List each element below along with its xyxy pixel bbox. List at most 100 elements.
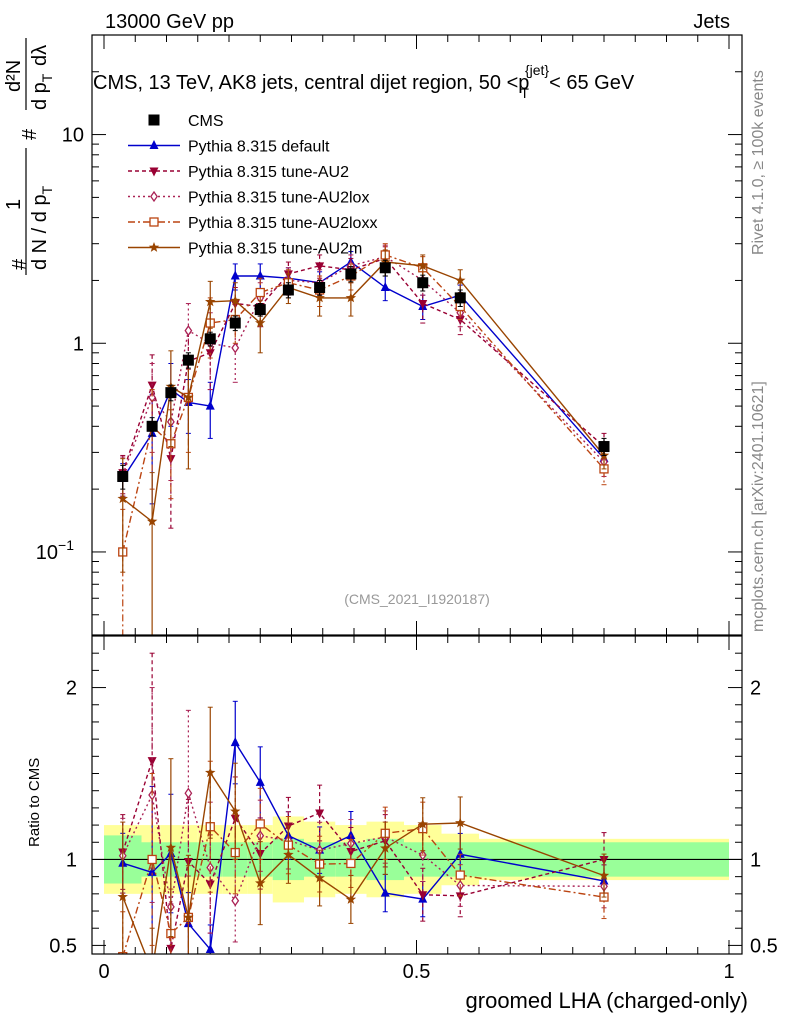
ratio-point-pythia-8-315-tune-au2loxx-1 [147,854,157,865]
ratio-y-tick-label-right-1: 1 [750,849,761,871]
legend-marker-pythia-8-315-default [149,140,159,149]
axes-group: 10−1 1 10 0.5 0.5 1 1 2 2 0 0.5 1 [36,34,778,983]
ylabel-d2N: d²N [3,60,25,92]
point-pythia-8-315-default-4 [205,400,215,410]
legend-entry-pythia-8-315-tune-au2loxx: Pythia 8.315 tune-AU2loxx [128,215,377,232]
ratio-point-pythia-8-315-tune-au2m-13 [598,870,610,880]
header-right: Jets [693,11,730,33]
point-pythia-8-315-tune-au2loxx-6 [255,287,265,298]
point-cms-9 [345,268,357,280]
ratio-point-pythia-8-315-default-12 [455,848,465,858]
ratio-point-pythia-8-315-tune-au2loxx-9 [346,858,356,869]
ratio-point-pythia-8-315-default-6 [255,776,265,786]
ratio-y-tick-label-left-1: 1 [66,849,77,871]
legend-label-cms: CMS [188,113,224,130]
point-cms-7 [282,284,294,296]
ratio-line-pythia-8-315-tune-au2 [122,760,605,949]
point-pythia-8-315-tune-au2m-3 [183,391,194,402]
point-pythia-8-315-tune-au2m-5 [230,295,241,306]
ratio-point-pythia-8-315-tune-au2-8 [315,809,325,819]
x-tick-label-2: 1 [723,961,734,983]
y-axis-label: # 1 d N / d pT # d²N d pT dλ [3,38,55,275]
ratio-y-tick-label-left-0: 0.5 [49,935,77,957]
y-tick-label-2: 10 [62,125,84,147]
legend: CMS Pythia 8.315 default Pythia 8.315 tune… [128,113,377,258]
ratio-y-tick-label-right-2: 2 [750,678,761,700]
x-tick-label-0: 0 [98,961,109,983]
ratio-point-pythia-8-315-tune-au2-9 [346,847,356,857]
ratio-y-tick-label-right-0: 0.5 [750,935,778,957]
ratio-line-pythia-8-315-default [122,740,605,952]
ylabel-dpT: d pT [29,73,55,110]
point-pythia-8-315-default-5 [230,270,240,280]
point-cms-1 [146,420,158,432]
ratio-point-pythia-8-315-default-4 [205,943,215,953]
analysis-id: (CMS_2021_I1920187) [344,591,490,607]
ylabel-dlambda: dλ [29,45,51,66]
ratio-point-pythia-8-315-tune-au2m-9 [345,893,357,904]
point-pythia-8-315-tune-au2m-6 [255,317,266,328]
legend-entry-cms: CMS [148,113,224,130]
ratio-point-pythia-8-315-default-10 [380,887,390,897]
legend-marker-pythia-8-315-tune-au2 [149,167,159,177]
legend-entry-pythia-8-315-tune-au2: Pythia 8.315 tune-AU2 [128,164,349,181]
ratio-point-pythia-8-315-tune-au2m-2 [165,842,177,853]
point-pythia-8-315-tune-au2lox-1 [148,391,157,404]
ratio-point-pythia-8-315-default-5 [230,737,240,747]
line-pythia-8-315-tune-au2lox [122,255,605,475]
point-cms-8 [314,282,326,294]
y-tick-label-0: 10−1 [36,537,74,564]
point-cms-10 [379,262,391,274]
ratio-point-pythia-8-315-tune-au2lox-3 [184,787,193,799]
main-series-group [117,243,610,635]
ylabel-one: 1 [3,199,25,210]
point-cms-13 [598,441,610,453]
point-pythia-8-315-default-6 [255,270,265,280]
legend-label-pythia-8-315-tune-au2m: Pythia 8.315 tune-AU2m [188,241,362,258]
ratio-point-pythia-8-315-tune-au2m-1 [147,966,158,976]
legend-label-pythia-8-315-default: Pythia 8.315 default [188,139,330,156]
side-mcplots: mcplots.cern.ch [arXiv:2401.10621] [750,381,767,632]
ratio-y-axis-label: Ratio to CMS [26,758,43,847]
ratio-point-pythia-8-315-tune-au2m-6 [255,877,266,888]
point-cms-4 [204,333,216,345]
ratio-line-pythia-8-315-tune-au2m [122,770,605,954]
point-pythia-8-315-tune-au2m-9 [345,292,357,303]
ratio-point-pythia-8-315-tune-au2loxx-12 [455,870,465,880]
ylabel-hash2: # [19,128,41,140]
point-pythia-8-315-tune-au2m-8 [314,292,325,303]
y-tick-label-1: 1 [73,333,84,355]
series-cms [117,259,610,490]
point-pythia-8-315-tune-au2-1 [147,381,157,391]
legend-entry-pythia-8-315-tune-au2m: Pythia 8.315 tune-AU2m [128,241,362,258]
side-rivet: Rivet 4.1.0, ≥ 100k events [750,70,767,255]
point-pythia-8-315-default-10 [380,282,390,292]
point-cms-5 [229,317,241,329]
ratio-point-pythia-8-315-tune-au2loxx-6 [255,819,265,829]
ylabel-dN: d N / d pT [29,185,55,270]
series-pythia-8-315-tune-au2loxx [118,243,609,635]
ratio-point-pythia-8-315-tune-au2-11 [418,891,428,901]
legend-marker-pythia-8-315-tune-au2lox [150,190,158,203]
point-pythia-8-315-tune-au2m-4 [205,296,216,307]
legend-label-pythia-8-315-tune-au2lox: Pythia 8.315 tune-AU2lox [188,190,369,207]
ratio-point-pythia-8-315-tune-au2m-10 [380,842,391,853]
ratio-point-pythia-8-315-tune-au2m-3 [183,911,194,922]
ratio-point-pythia-8-315-tune-au2m-12 [455,817,466,828]
ylabel-hash: # [9,258,31,270]
legend-marker-cms [148,114,160,126]
point-pythia-8-315-tune-au2lox-5 [231,342,240,354]
point-pythia-8-315-tune-au2-12 [455,315,465,325]
ratio-point-pythia-8-315-tune-au2m-8 [314,872,325,883]
ratio-point-pythia-8-315-default-9 [346,829,356,839]
ratio-series-group [117,652,610,976]
ratio-point-pythia-8-315-tune-au2m-0 [117,891,128,902]
legend-label-pythia-8-315-tune-au2: Pythia 8.315 tune-AU2 [188,164,349,181]
ratio-point-pythia-8-315-default-1 [147,866,157,876]
ratio-point-pythia-8-315-tune-au2m-4 [205,767,216,778]
x-tick-label-1: 0.5 [403,961,431,983]
ratio-point-pythia-8-315-tune-au2m-11 [417,818,428,829]
x-axis-label: groomed LHA (charged-only) [466,988,748,1013]
ratio-point-pythia-8-315-tune-au2m-5 [230,805,241,816]
